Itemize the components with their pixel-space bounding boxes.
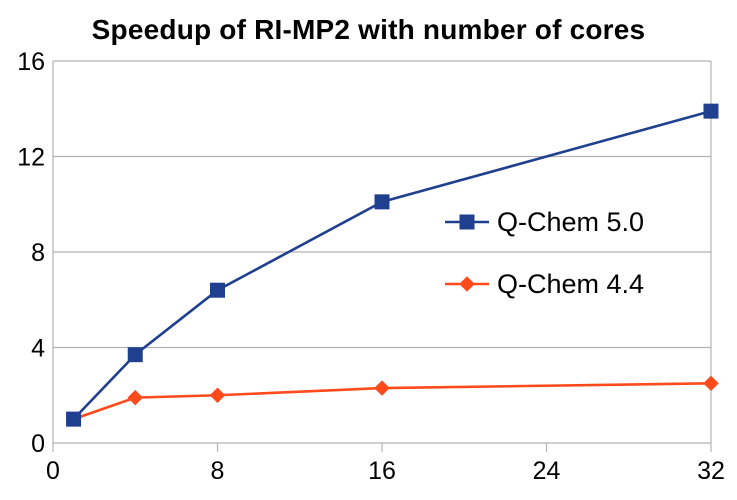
y-tick-label-8: 8 bbox=[31, 239, 45, 267]
legend-label-qchem-50: Q-Chem 5.0 bbox=[497, 207, 644, 237]
y-tick-label-12: 12 bbox=[17, 144, 45, 172]
data-point-qchem-44-8 bbox=[209, 387, 226, 403]
legend-label-qchem-44: Q-Chem 4.4 bbox=[497, 269, 644, 299]
data-point-qchem-50-4 bbox=[127, 347, 143, 363]
data-point-qchem-44-32 bbox=[703, 375, 719, 392]
series-line-qchem-44 bbox=[73, 382, 712, 421]
data-point-qchem-44-16 bbox=[374, 380, 390, 396]
x-tick-label-24: 24 bbox=[533, 457, 561, 485]
y-tick-label-4: 4 bbox=[31, 335, 45, 363]
series-line-qchem-50 bbox=[72, 109, 712, 421]
x-tick-label-0: 0 bbox=[46, 457, 60, 485]
x-tick-label-8: 8 bbox=[211, 457, 225, 485]
x-tick-label-32: 32 bbox=[697, 457, 725, 485]
chart-title: Speedup of RI-MP2 with number of cores bbox=[91, 14, 646, 45]
data-point-qchem-50-32 bbox=[703, 103, 719, 119]
data-point-qchem-50-8 bbox=[210, 282, 225, 298]
x-tick-label-16: 16 bbox=[368, 457, 396, 485]
legend-marker-qchem-50 bbox=[459, 214, 475, 230]
data-point-qchem-50-1 bbox=[66, 411, 82, 427]
y-tick-label-0: 0 bbox=[31, 430, 45, 458]
data-point-qchem-44-4 bbox=[127, 389, 143, 406]
legend-marker-qchem-44 bbox=[459, 276, 475, 292]
data-point-qchem-50-16 bbox=[374, 194, 390, 210]
y-tick-label-16: 16 bbox=[17, 48, 45, 76]
